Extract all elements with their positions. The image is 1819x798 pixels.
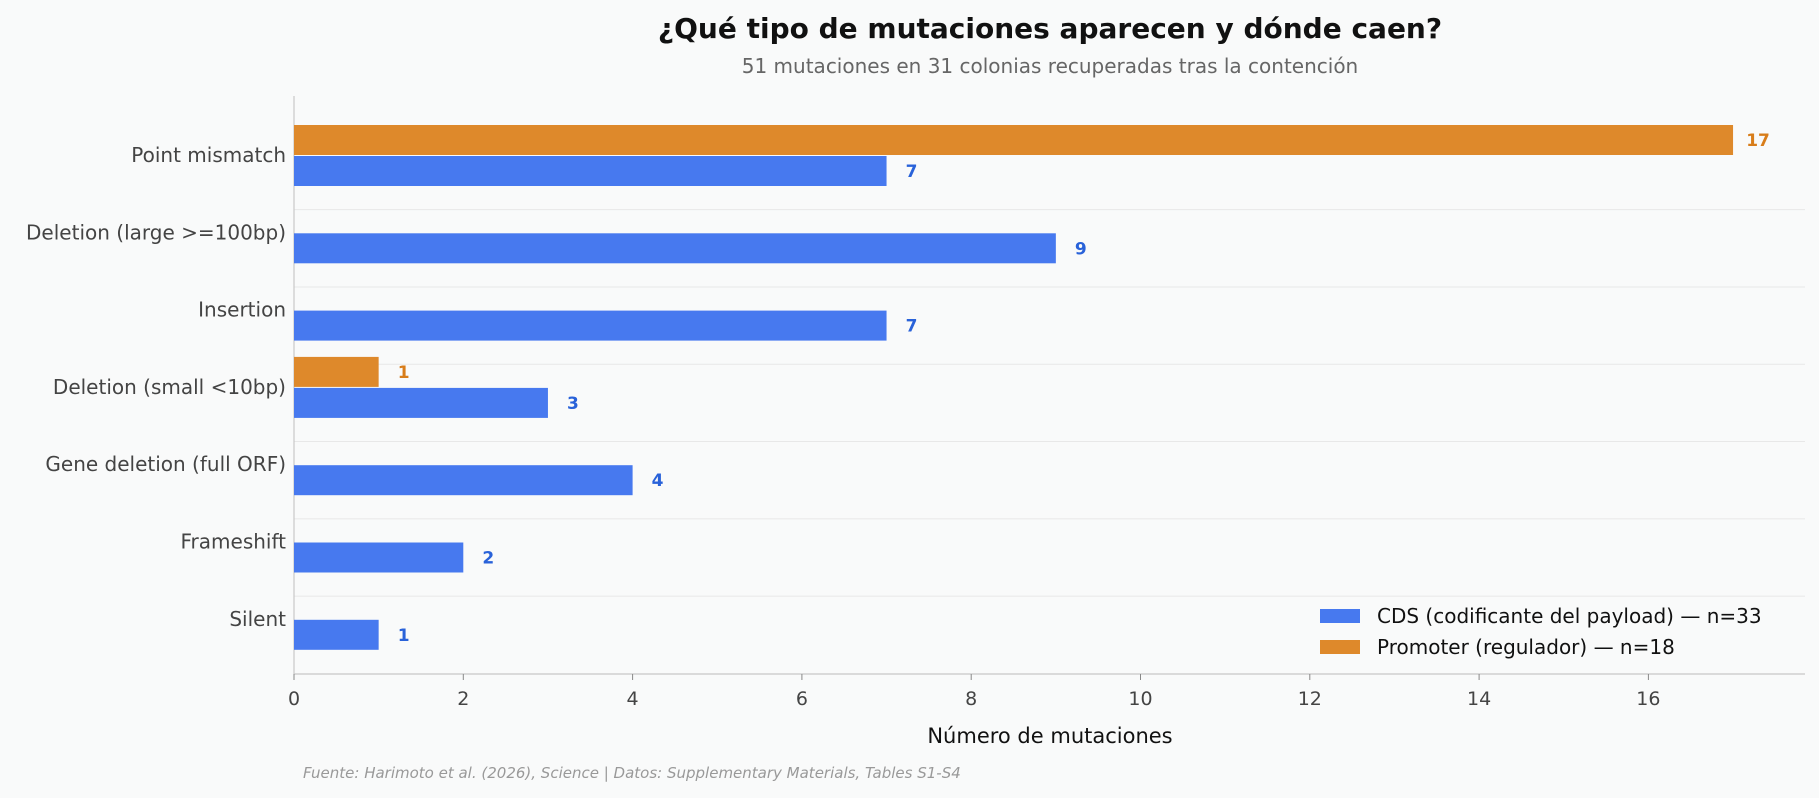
bar-cds — [294, 310, 887, 341]
legend-label-cds: CDS (codificante del payload) — n=33 — [1377, 603, 1762, 628]
value-label-cds: 9 — [1075, 239, 1087, 259]
legend-item-promoter: Promoter (regulador) — n=18 — [1320, 631, 1762, 662]
x-tick-label: 8 — [965, 688, 977, 710]
x-tick-label: 6 — [796, 688, 808, 710]
bar-cds — [294, 156, 887, 186]
category-label: Point mismatch — [131, 143, 286, 167]
value-label-cds: 7 — [906, 162, 918, 182]
x-tick-label: 16 — [1636, 688, 1660, 710]
legend-swatch-cds — [1320, 608, 1360, 623]
value-label-promoter: 17 — [1746, 131, 1770, 151]
x-tick-label: 2 — [457, 688, 469, 710]
legend-swatch-promoter — [1320, 639, 1360, 654]
x-tick-label: 4 — [627, 688, 639, 710]
chart-subtitle: 51 mutaciones en 31 colonias recuperadas… — [741, 54, 1359, 78]
bar-cds — [294, 619, 379, 650]
category-label: Deletion (small <10bp) — [53, 375, 286, 399]
bar-promoter — [294, 125, 1734, 155]
x-tick-label: 14 — [1467, 688, 1491, 710]
value-label-cds: 2 — [482, 549, 494, 569]
legend: CDS (codificante del payload) — n=33 Pro… — [1320, 600, 1762, 662]
chart-title: ¿Qué tipo de mutaciones aparecen y dónde… — [657, 12, 1443, 45]
bar-cds — [294, 465, 633, 496]
x-tick-label: 0 — [288, 688, 300, 710]
value-label-promoter: 1 — [398, 363, 410, 383]
value-label-cds: 3 — [567, 394, 579, 414]
bar-promoter — [294, 356, 379, 387]
value-label-cds: 4 — [652, 471, 664, 491]
x-tick-label: 10 — [1128, 688, 1152, 710]
category-label: Frameshift — [181, 530, 287, 554]
bar-cds — [294, 233, 1056, 264]
legend-label-promoter: Promoter (regulador) — n=18 — [1377, 634, 1675, 659]
bar-cds — [294, 387, 548, 418]
legend-item-cds: CDS (codificante del payload) — n=33 — [1320, 600, 1762, 631]
category-label: Gene deletion (full ORF) — [45, 452, 286, 476]
category-label: Insertion — [198, 298, 286, 322]
value-label-cds: 7 — [906, 317, 918, 337]
x-axis-label: Número de mutaciones — [927, 724, 1173, 748]
source-note: Fuente: Harimoto et al. (2026), Science … — [303, 764, 961, 782]
bar-cds — [294, 542, 464, 573]
x-tick-label: 12 — [1298, 688, 1322, 710]
category-label: Silent — [229, 607, 286, 631]
value-label-cds: 1 — [398, 626, 410, 646]
category-label: Deletion (large >=100bp) — [26, 220, 286, 244]
